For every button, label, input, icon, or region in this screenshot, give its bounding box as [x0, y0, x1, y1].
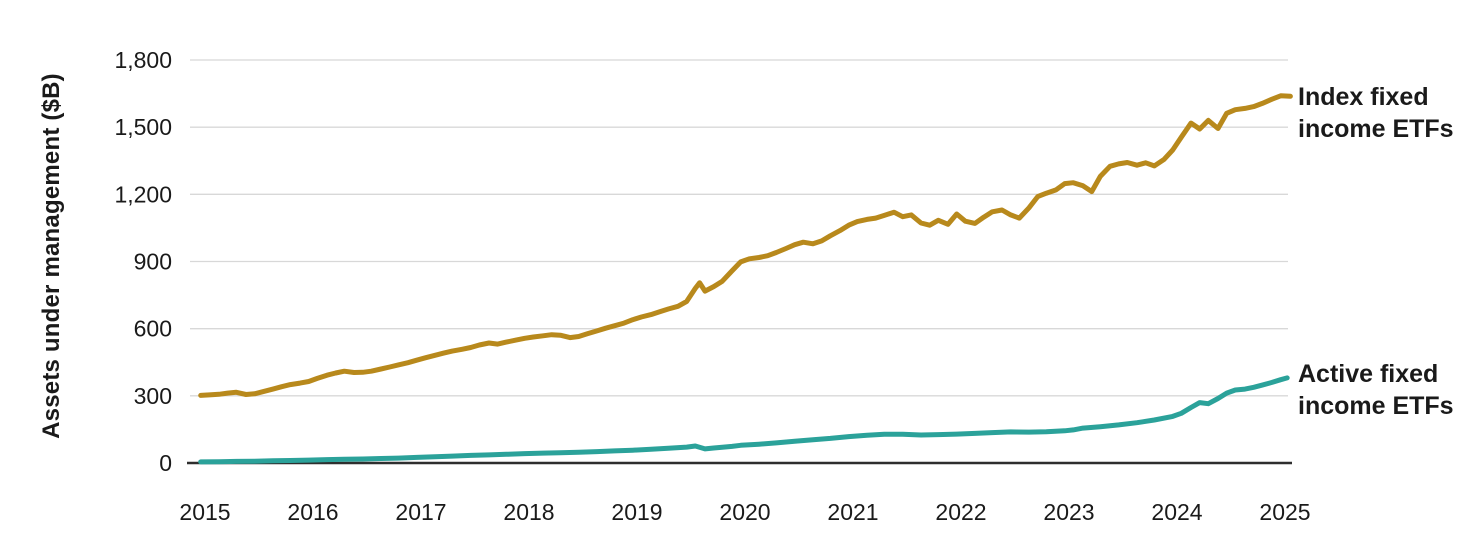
- x-tick-label: 2021: [827, 499, 878, 525]
- y-tick-labels: 1,800 1,500 1,200 900 600 300 0: [114, 47, 172, 476]
- x-tick-label: 2024: [1151, 499, 1202, 525]
- y-tick-label: 300: [134, 383, 172, 409]
- gridlines: [187, 59, 1292, 465]
- x-tick-labels: 2015 2016 2017 2018 2019 2020 2021 2022 2023 2024…: [179, 499, 1310, 525]
- y-axis-title: Assets under management ($B): [38, 73, 65, 439]
- y-tick-label: 1,200: [114, 181, 172, 207]
- series-line-active-fixed-income: [198, 375, 1290, 465]
- y-tick-label: 0: [159, 450, 172, 476]
- x-tick-label: 2025: [1259, 499, 1310, 525]
- x-tick-label: 2023: [1043, 499, 1094, 525]
- y-tick-label: 600: [134, 316, 172, 342]
- series-line-index-fixed-income: [198, 93, 1293, 398]
- x-tick-label: 2020: [719, 499, 770, 525]
- x-tick-label: 2017: [395, 499, 446, 525]
- x-tick-label: 2015: [179, 499, 230, 525]
- legend-active-fixed-income-etfs: Active fixed income ETFs: [1298, 360, 1454, 420]
- series-lines: [198, 93, 1293, 465]
- x-tick-label: 2019: [611, 499, 662, 525]
- y-tick-label: 1,500: [114, 114, 172, 140]
- x-tick-label: 2022: [935, 499, 986, 525]
- y-tick-label: 1,800: [114, 47, 172, 73]
- y-tick-label: 900: [134, 249, 172, 275]
- x-tick-label: 2016: [287, 499, 338, 525]
- x-tick-label: 2018: [503, 499, 554, 525]
- legend-index-fixed-income-etfs: Index fixed income ETFs: [1298, 83, 1454, 143]
